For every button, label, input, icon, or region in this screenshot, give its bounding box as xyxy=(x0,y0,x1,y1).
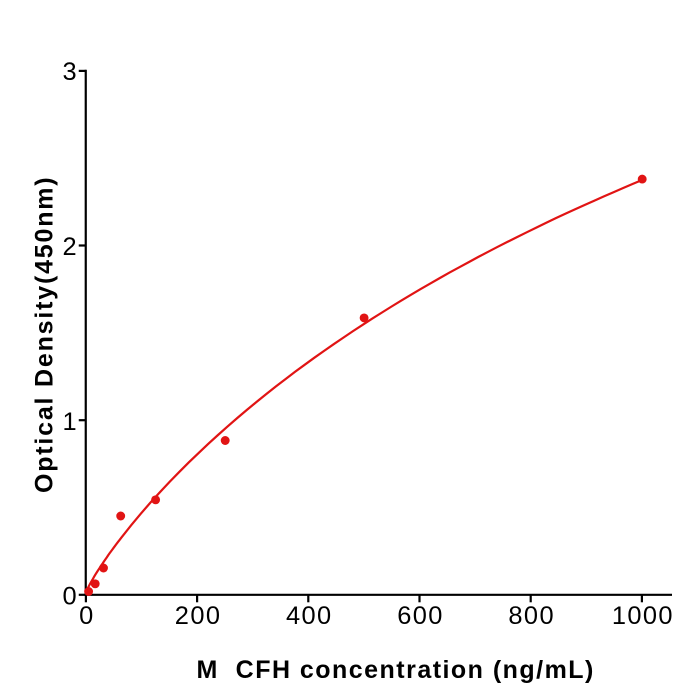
svg-text:Optical Density(450nm): Optical Density(450nm) xyxy=(31,176,59,493)
svg-text:800: 800 xyxy=(508,602,555,630)
svg-text:3: 3 xyxy=(62,58,76,86)
svg-text:1000: 1000 xyxy=(612,602,674,630)
svg-text:0: 0 xyxy=(62,583,76,611)
svg-text:1: 1 xyxy=(62,408,76,436)
svg-text:600: 600 xyxy=(397,602,444,630)
svg-text:400: 400 xyxy=(286,602,333,630)
svg-text:200: 200 xyxy=(175,602,222,630)
svg-text:M CFH concentration (ng/mL): M CFH concentration (ng/mL) xyxy=(197,656,595,684)
svg-text:0: 0 xyxy=(79,602,95,630)
svg-text:2: 2 xyxy=(62,233,76,261)
